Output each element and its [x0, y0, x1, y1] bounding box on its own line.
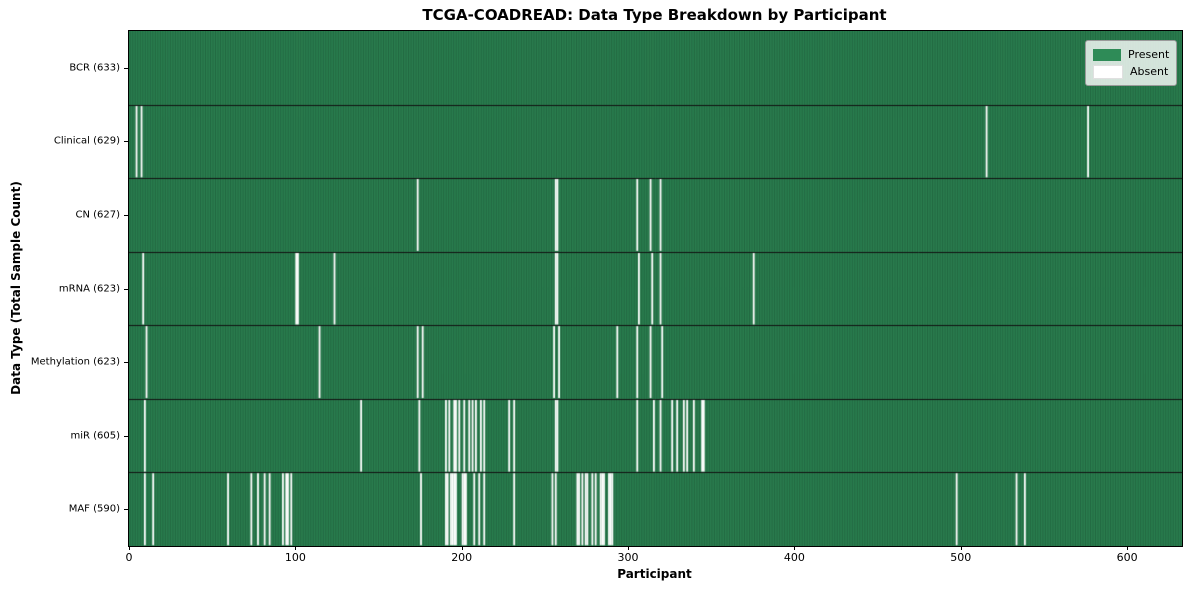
x-tick-mark: [461, 546, 463, 550]
x-tick-label: 0: [125, 551, 133, 564]
y-tick-label: CN (627): [75, 209, 120, 221]
x-tick-mark: [295, 546, 297, 550]
heatmap-canvas: [128, 30, 1183, 547]
y-tick-label: Clinical (629): [53, 135, 120, 147]
x-tick-label: 400: [783, 551, 805, 564]
y-tick-label: Methylation (623): [30, 356, 120, 368]
y-tick-mark: [124, 435, 128, 437]
legend-label-absent: Absent: [1130, 65, 1169, 78]
chart-title: TCGA-COADREAD: Data Type Breakdown by Pa…: [422, 6, 887, 24]
x-tick-mark: [129, 546, 130, 550]
y-tick-mark: [124, 141, 128, 143]
x-axis-label: Participant: [617, 567, 692, 581]
x-tick-mark: [628, 546, 630, 550]
x-tick-mark: [1127, 546, 1129, 550]
y-tick-mark: [124, 67, 128, 69]
y-tick-label: miR (605): [70, 430, 120, 442]
x-tick-mark: [794, 546, 796, 550]
x-tick-label: 300: [617, 551, 639, 564]
x-tick-label: 100: [284, 551, 306, 564]
x-tick-mark: [960, 546, 962, 550]
y-axis-label: Data Type (Total Sample Count): [9, 181, 23, 395]
legend-label-present: Present: [1128, 48, 1170, 61]
y-tick-mark: [124, 214, 128, 216]
y-tick-label: BCR (633): [69, 62, 120, 74]
legend-swatch-absent-icon: [1093, 64, 1123, 79]
legend: Present Absent: [1085, 40, 1177, 86]
legend-swatch-present-icon: [1093, 48, 1121, 61]
y-tick-mark: [124, 509, 128, 511]
y-tick-mark: [124, 288, 128, 290]
y-tick-label: MAF (590): [68, 503, 120, 515]
legend-item-present: Present: [1093, 46, 1169, 63]
x-tick-label: 500: [950, 551, 972, 564]
y-tick-label: mRNA (623): [58, 283, 120, 294]
y-tick-mark: [124, 362, 128, 364]
x-tick-label: 200: [451, 551, 473, 564]
x-tick-label: 600: [1116, 551, 1138, 564]
legend-item-absent: Absent: [1093, 63, 1169, 80]
